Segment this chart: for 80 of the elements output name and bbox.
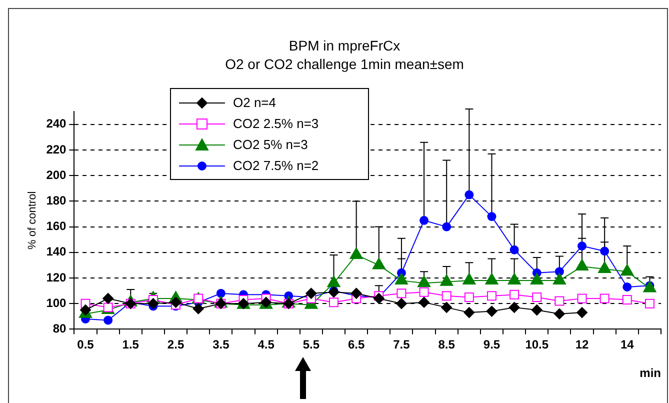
point: [510, 245, 519, 254]
y-tick-label: 100: [46, 296, 67, 310]
point: [442, 291, 452, 301]
chart-title: BPM in mpreFrCx: [288, 37, 400, 54]
point: [104, 316, 113, 325]
point: [487, 212, 496, 222]
y-tick-label: 120: [46, 270, 67, 284]
point: [530, 273, 544, 285]
point: [148, 298, 159, 310]
y-axis-title: % of control: [26, 191, 39, 250]
x-tick-label: 7.5: [393, 338, 410, 352]
y-tick-label: 220: [46, 142, 67, 156]
x-tick-label: 12: [575, 338, 590, 352]
x-tick-label: 2.5: [167, 338, 184, 352]
point: [329, 298, 338, 308]
point: [508, 273, 521, 285]
x-tick-label: 9.5: [483, 338, 500, 352]
point: [531, 304, 542, 316]
point: [577, 294, 587, 304]
point: [396, 298, 407, 310]
point: [598, 262, 612, 274]
chart-subtitle: O2 or CO2 challenge 1min mean±sem: [225, 56, 464, 72]
point: [554, 308, 565, 320]
x-tick-label: 14: [620, 338, 634, 352]
x-tick-label: 6.5: [348, 338, 365, 352]
x-axis-title: min: [640, 366, 661, 380]
point: [394, 273, 408, 285]
point: [600, 246, 610, 256]
y-tick-label: 180: [46, 194, 67, 208]
x-tick-label: 4.5: [258, 338, 275, 352]
point: [554, 267, 564, 276]
point: [578, 242, 587, 250]
point: [418, 296, 430, 308]
point: [327, 276, 340, 288]
point: [350, 288, 362, 299]
point: [417, 276, 431, 288]
point: [102, 292, 114, 304]
point: [644, 298, 654, 308]
x-tick-label: 8.5: [438, 338, 456, 352]
y-tick-label: 80: [52, 322, 67, 336]
point: [464, 307, 475, 318]
point: [372, 258, 386, 270]
point: [464, 190, 474, 200]
legend-label: CO2 2.5% n=3: [233, 116, 319, 131]
point: [620, 264, 634, 276]
point: [328, 286, 340, 298]
x-tick-label: 1.5: [122, 338, 140, 352]
x-tick-label: 3.5: [212, 338, 230, 352]
point: [486, 291, 496, 301]
y-tick-label: 200: [46, 168, 67, 182]
point: [306, 288, 317, 299]
x-tick-label: 0.5: [77, 338, 94, 352]
x-tick-label: 5.5: [302, 338, 320, 352]
y-tick-label: 240: [46, 116, 67, 131]
point: [510, 290, 520, 300]
point: [485, 273, 498, 285]
point: [622, 282, 632, 292]
legend-label: CO2 7.5% n=2: [233, 158, 319, 173]
point: [441, 302, 452, 313]
point: [462, 273, 476, 285]
x-tick-label: 10.5: [525, 338, 549, 352]
point: [396, 288, 406, 298]
point: [216, 288, 226, 298]
point: [508, 302, 520, 313]
point: [576, 307, 588, 318]
legend-label: CO2 5% n=3: [233, 137, 308, 152]
legend-label: O2 n=4: [233, 95, 276, 110]
y-tick-label: 140: [46, 244, 67, 259]
point: [419, 287, 429, 297]
y-tick-label: 160: [46, 219, 67, 234]
point: [442, 222, 452, 232]
point: [486, 306, 498, 317]
point: [192, 303, 204, 314]
point: [170, 296, 182, 308]
point: [552, 273, 566, 285]
point: [600, 294, 610, 304]
point: [420, 216, 429, 225]
point: [622, 295, 632, 305]
point: [80, 304, 92, 316]
point: [554, 296, 564, 306]
